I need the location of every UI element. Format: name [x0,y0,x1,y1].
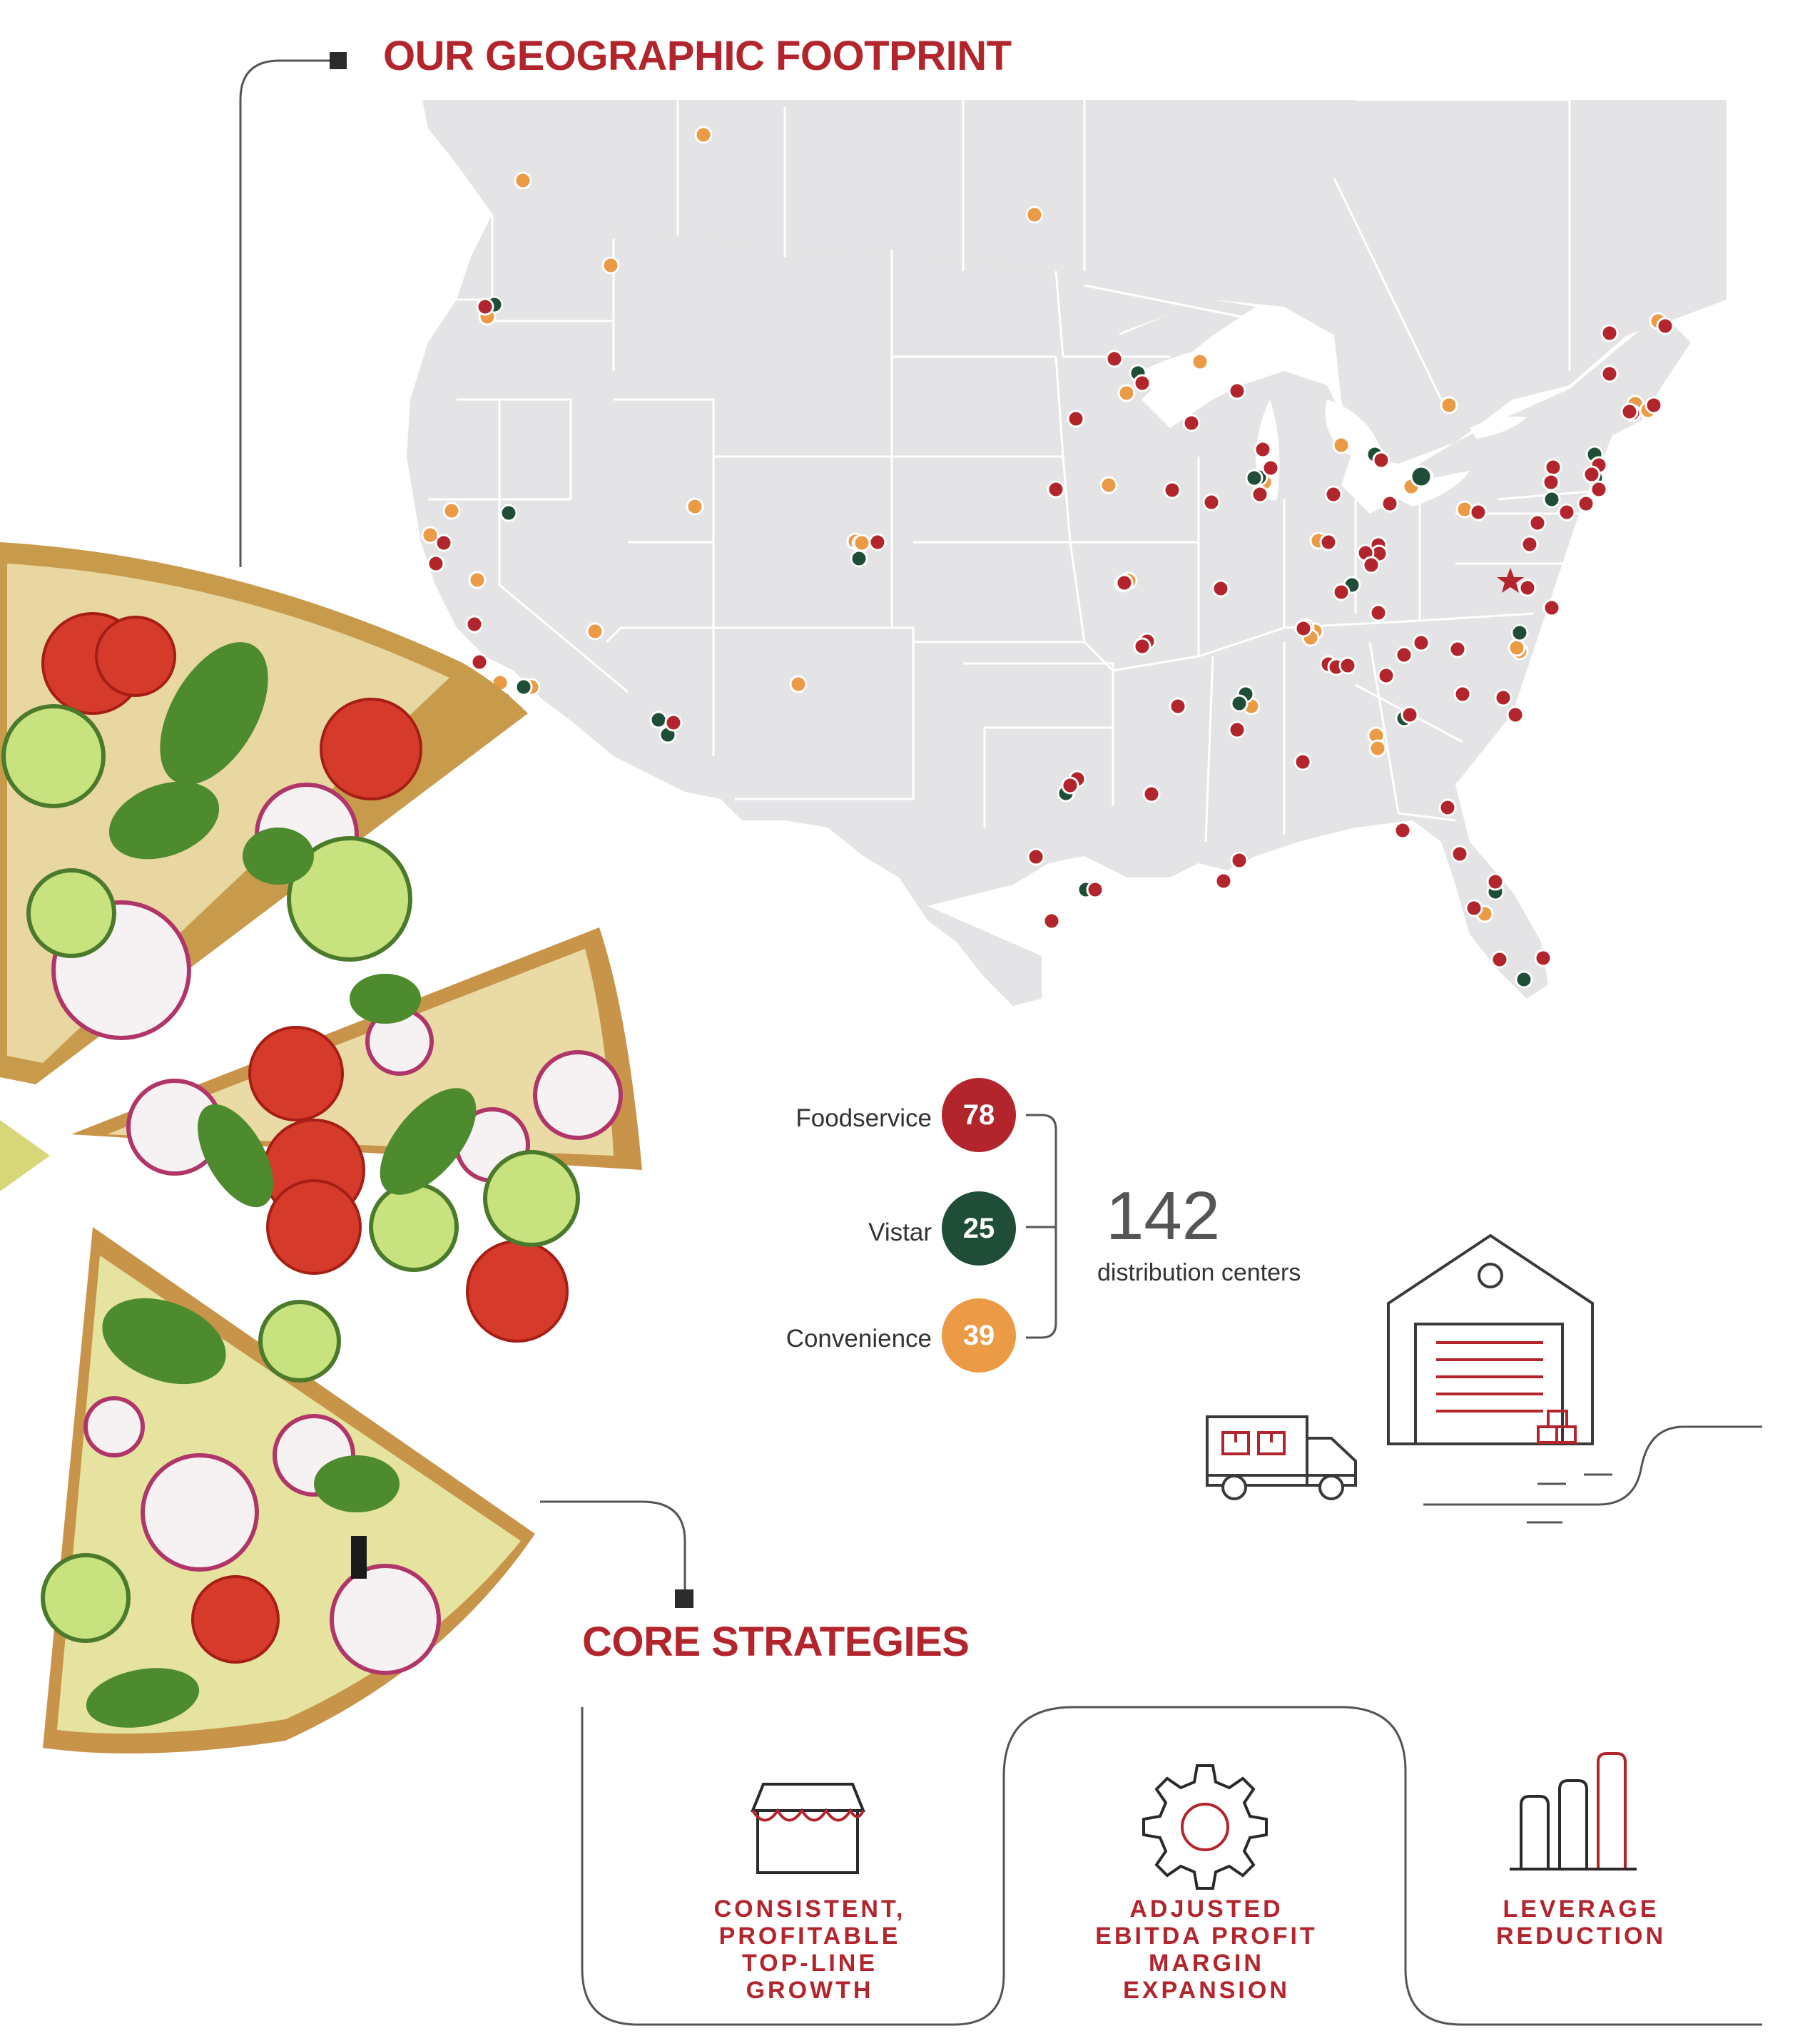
legend-label-convenience: Convenience [786,1325,932,1353]
legend-label-vistar: Vistar [868,1218,932,1246]
connector-square-top [330,52,347,69]
headquarters-star-icon [1497,568,1524,593]
legend-badge-vistar: 25 [942,1191,1016,1266]
strategy-frames [581,1706,1762,2026]
connector-line-core [540,1500,686,1589]
foodservice-locations [427,297,1674,969]
total-distribution-centers-count: 142 [1106,1178,1221,1254]
pizza-marker [351,1536,367,1579]
legend-label-foodservice: Foodservice [795,1104,932,1132]
cucumber-toppings [1,704,580,1643]
truck-icon [1206,1415,1357,1500]
legend-bracket [1026,1114,1057,1339]
strategy-label-leverage: LEVERAGE REDUCTION [1495,1895,1667,1950]
bar-chart-icon [1510,1752,1637,1871]
map-great-lakes [1142,345,1527,507]
legend-badge-foodservice: 78 [942,1078,1016,1152]
storefront-icon [751,1783,865,1874]
connector-square-core [675,1589,693,1608]
strategy-label-growth: CONSISTENT, PROFITABLE TOP-LINE GROWTH [713,1895,906,2004]
map-contiguous-us [407,214,1691,1006]
legend-badge-convenience: 39 [942,1298,1016,1373]
total-distribution-centers-label: distribution centers [1097,1259,1301,1286]
connector-line-top [239,59,335,567]
strategy-label-margin: ADJUSTED EBITDA PROFIT MARGIN EXPANSION [1095,1895,1318,2004]
tomato-toppings [41,612,569,1664]
greens-toppings [86,642,477,1728]
warehouse-icon [1387,1233,1594,1445]
road-lines [1423,1425,1762,1524]
us-map [407,98,1727,1006]
map-borders [414,98,1663,843]
geographic-footprint-title: OUR GEOGRAPHIC FOOTPRINT [383,33,1012,79]
core-strategies-title: CORE STRATEGIES [582,1619,970,1665]
map-locations [421,126,1674,989]
gear-icon [1142,1764,1268,1890]
pizza-slice-4 [0,1120,50,1191]
pizza-image [0,542,642,1754]
